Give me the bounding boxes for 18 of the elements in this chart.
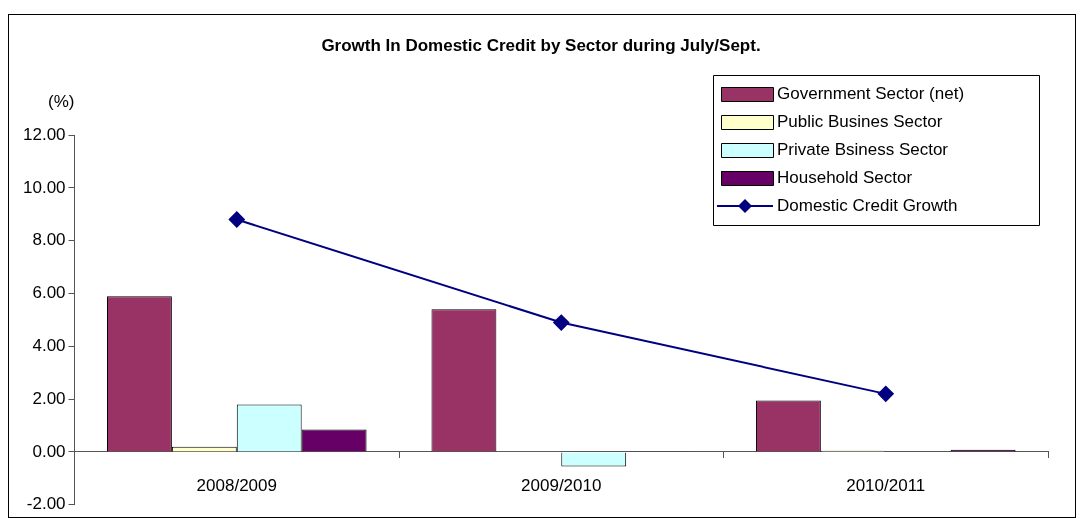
x-tick-label: 2010/2011 [846, 475, 926, 495]
legend-label: Household Sector [777, 167, 913, 187]
y-axis-title: (%) [48, 92, 75, 112]
y-tick-label: 2.00 [32, 388, 66, 408]
y-tick-label: 10.00 [22, 177, 66, 197]
chart-title: Growth In Domestic Credit by Sector during July/Sept. [320, 36, 762, 56]
x-tick-label: 2009/2010 [521, 475, 602, 495]
legend-label: Domestic Credit Growth [777, 195, 958, 215]
x-tick-label: 2008/2009 [196, 475, 277, 495]
y-tick-label: 6.00 [32, 283, 66, 303]
y-tick-label: 12.00 [22, 124, 66, 144]
legend-label: Government Sector (net) [777, 83, 965, 103]
y-tick-label: -2.00 [26, 494, 66, 514]
y-tick-label: 4.00 [32, 336, 66, 355]
y-tick-label: 8.00 [32, 230, 66, 250]
legend-label: Public Busines Sector [777, 111, 943, 131]
y-tick-label: 0.00 [32, 441, 66, 461]
legend-label: Private Bsiness Sector [777, 139, 949, 159]
